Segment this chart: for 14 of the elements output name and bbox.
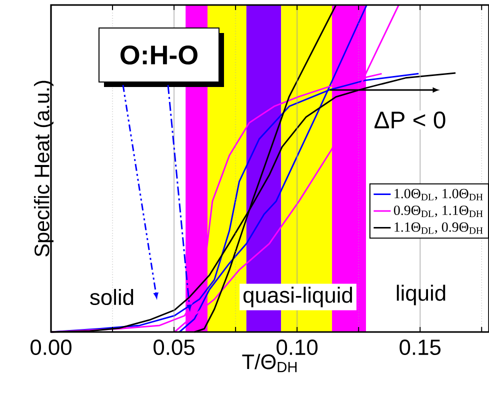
y-axis-title: Specific Heat (a.u.) — [34, 80, 54, 256]
annotation: solid — [90, 288, 134, 306]
annotation: liquid — [396, 284, 446, 306]
annotation: O:H-O — [120, 45, 198, 65]
annotation: ΔP < 0 — [374, 112, 446, 128]
x-axis-title: T/Θ$_{DH}$ — [242, 354, 297, 372]
legend-label: 1.0Θ$_{DL}$, 1.0Θ$_{DH}$ — [394, 188, 483, 200]
x-tick-label: 0.00 — [30, 340, 72, 356]
annotation: quasi-liquid — [243, 286, 352, 308]
x-tick-label: 0.10 — [276, 340, 318, 356]
legend-label: 0.9Θ$_{DL}$, 1.1Θ$_{DH}$ — [394, 206, 483, 218]
x-tick-label: 0.15 — [400, 340, 441, 356]
legend-label: 1.1Θ$_{DL}$, 0.9Θ$_{DH}$ — [394, 222, 483, 234]
x-tick-label: 0.05 — [154, 340, 194, 356]
